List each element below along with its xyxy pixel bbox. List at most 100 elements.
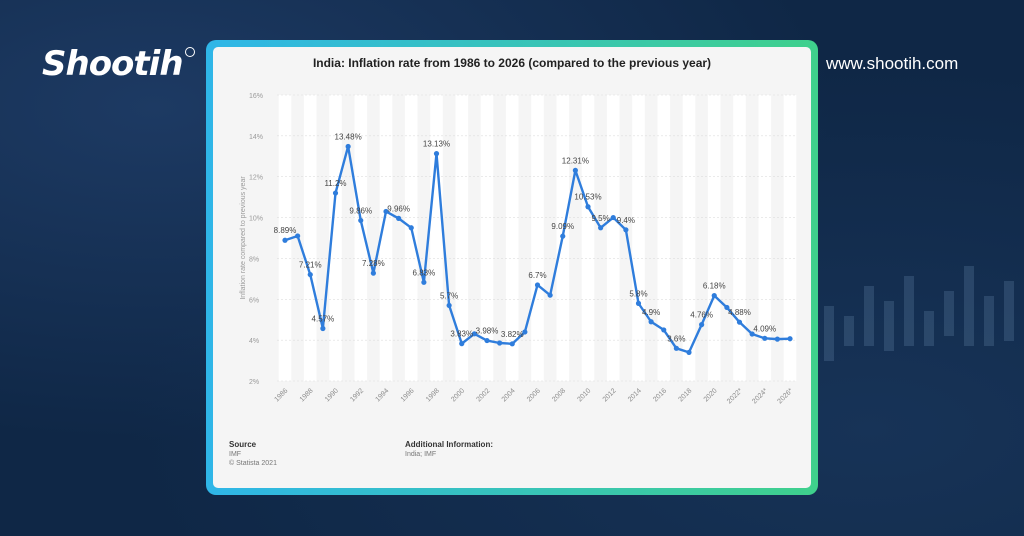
chart-title: India: Inflation rate from 1986 to 2026 … [312,56,712,70]
data-point [396,215,402,221]
data-label: 5.8% [629,289,647,298]
data-point [585,204,591,210]
x-tick-label: 1990 [324,387,340,403]
data-label: 13.48% [335,132,362,141]
data-label: 4.88% [728,308,751,317]
data-label: 9.96% [387,204,410,213]
background-band [606,95,620,381]
background-band [379,95,393,381]
data-label: 4.9% [642,308,660,317]
background-band [581,95,595,381]
data-label: 5.7% [440,291,458,300]
x-tick-label: 2026* [777,387,795,405]
background-band [682,95,696,381]
x-tick-label: 1996 [400,387,416,403]
background-band [480,95,494,381]
data-label: 3.6% [667,334,685,343]
data-label: 9.86% [349,206,372,215]
data-point [484,337,490,344]
background-band [758,95,772,381]
y-tick-label: 10% [249,216,263,223]
background-band [404,95,418,381]
data-label: 13.13% [423,140,450,149]
data-point [497,340,503,346]
x-tick-label: 2006 [526,387,542,403]
x-tick-label: 2010 [576,387,592,403]
data-point [509,341,515,347]
x-tick-label: 2016 [652,387,668,403]
website-url[interactable]: www.shootih.com [826,54,959,73]
data-point [724,304,730,311]
x-tick-label: 2024* [751,387,769,405]
data-point [471,331,477,337]
y-tick-label: 12% [249,175,263,182]
x-tick-label: 2012 [602,387,618,403]
data-point [673,345,679,351]
y-axis-label: Inflation rate compared to previous year [240,176,247,300]
x-tick-label: 1988 [299,387,315,403]
data-label: 9.5% [592,214,610,223]
data-point [446,302,452,309]
background-band [707,95,721,381]
data-point [686,349,692,355]
y-tick-label: 16% [249,93,263,100]
additional-info-text: India; IMF [405,451,437,458]
data-label: 6.18% [703,282,726,291]
data-point [648,319,654,325]
candlestick-decoration [804,266,1014,366]
x-tick-label: 1994 [374,387,390,403]
copyright-text: © Statista 2021 [229,460,277,467]
background-band [505,95,519,381]
data-point [433,151,440,157]
data-point [282,237,288,243]
x-tick-label: 2014 [627,387,643,403]
data-label: 12.31% [562,156,589,165]
background-band [632,95,645,381]
data-point [774,336,780,342]
trademark-mark [184,47,195,57]
data-point [598,225,604,231]
background-band [303,95,317,381]
y-tick-label: 6% [249,297,259,304]
data-point [762,335,768,341]
data-point [736,319,743,325]
data-point [623,227,629,233]
data-label: 9.4% [617,216,635,225]
data-point [787,336,793,342]
background-band [657,95,671,381]
y-tick-label: 4% [249,338,259,345]
background-band [783,95,797,381]
y-tick-label: 8% [249,256,259,263]
background-band [733,95,746,381]
data-point [610,214,616,221]
x-tick-label: 1998 [425,387,441,403]
logo-text: Shootih [42,44,184,84]
data-label: 6.7% [528,271,546,280]
data-point [345,143,351,150]
x-tick-label: 1992 [349,387,365,403]
data-point [522,329,528,335]
data-point [547,292,553,298]
x-tick-label: 2022* [726,387,744,405]
data-label: 3.83% [450,330,473,339]
background-band [354,95,368,381]
line-chart: 2% 4% 6% 8% 10% 12% 14% 16% Inflation rate compa… [240,93,797,405]
data-point [459,341,465,347]
data-label: 8.89% [274,226,297,235]
data-point [711,293,717,299]
data-point [370,270,376,276]
x-tick-label: 2008 [551,387,567,403]
data-label: 4.76% [690,311,713,320]
x-tick-label: 2000 [450,387,466,403]
data-point [699,322,705,328]
source-label: Source [229,440,257,449]
data-label: 3.82% [501,330,524,339]
data-label: 9.09% [551,222,574,231]
shootih-logo: Shootih [42,42,195,86]
data-label: 10.53% [574,193,601,202]
background-band [329,95,342,381]
chart-card: India: Inflation rate from 1986 to 2026 … [213,47,811,488]
x-tick-label: 1986 [273,387,289,403]
x-tick-label: 2002 [475,387,491,403]
data-point [295,233,301,239]
